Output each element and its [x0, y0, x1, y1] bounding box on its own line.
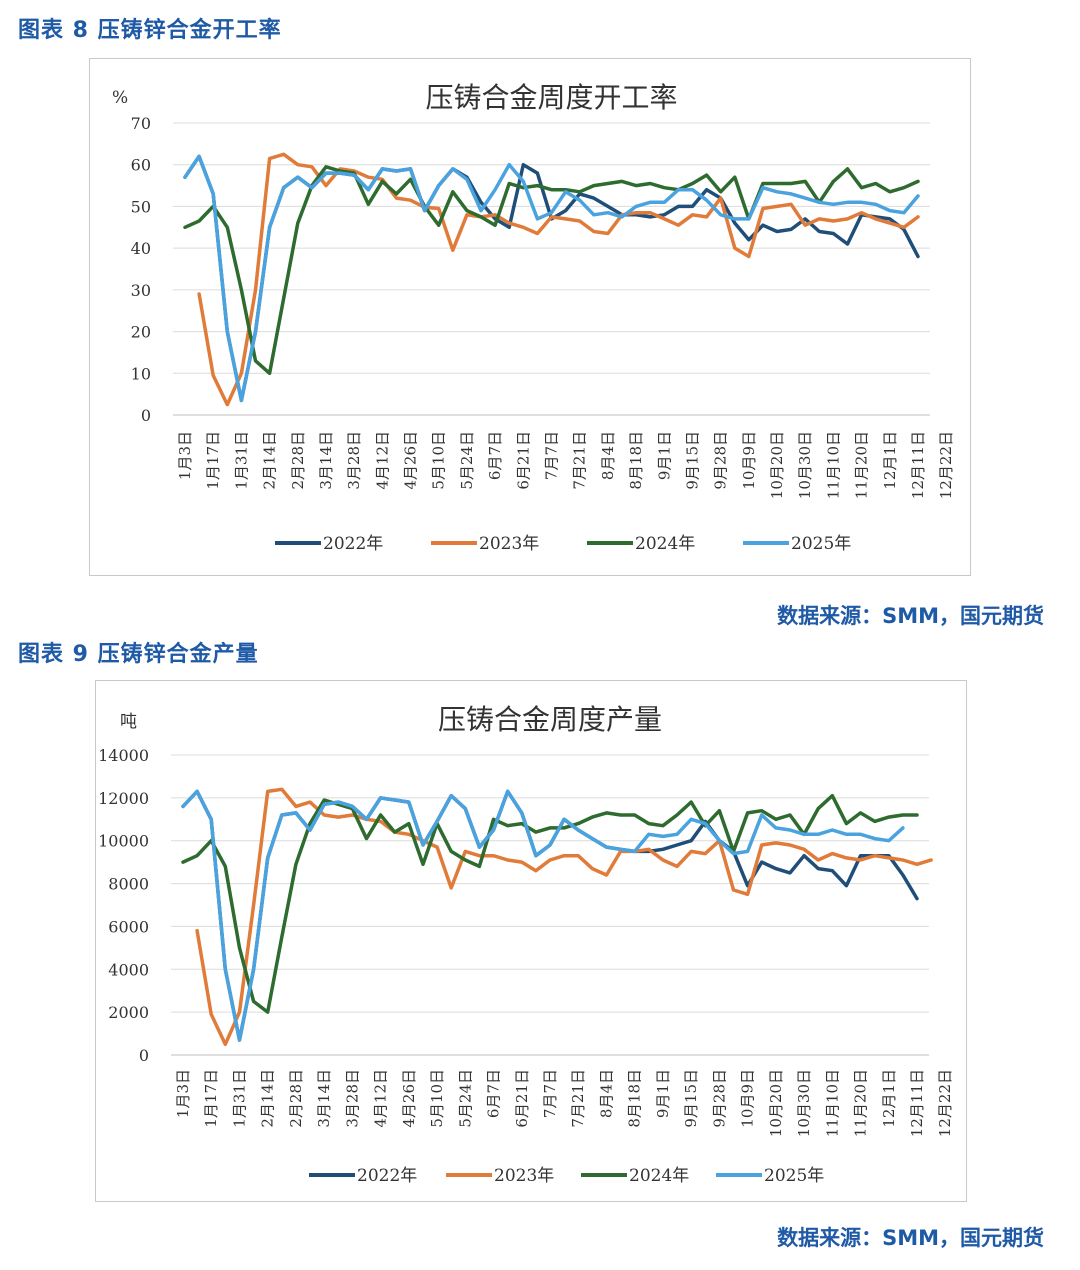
x-tick-label: 9月1日 — [655, 431, 673, 480]
x-tick-label: 10月30日 — [795, 1069, 813, 1137]
x-tick-label: 6月21日 — [514, 431, 532, 490]
x-tick-label: 4月12日 — [373, 431, 391, 490]
x-tick-label: 2月14日 — [261, 431, 279, 490]
y-tick-label: 8000 — [108, 875, 149, 894]
legend-label-2024: 2024年 — [629, 1166, 689, 1186]
x-tick-label: 4月26日 — [400, 1069, 418, 1128]
x-tick-label: 11月10日 — [824, 431, 842, 499]
y-tick-label: 10000 — [98, 832, 149, 851]
x-tick-label: 8月4日 — [597, 1069, 615, 1118]
x-tick-label: 2月28日 — [289, 431, 307, 490]
x-tick-label: 7月7日 — [543, 431, 561, 480]
y-unit-label: 吨 — [120, 712, 137, 732]
x-tick-label: 9月15日 — [683, 431, 701, 490]
x-tick-label: 7月21日 — [569, 1069, 587, 1128]
x-tick-label: 5月24日 — [458, 431, 476, 490]
legend-label-2023: 2023年 — [479, 534, 539, 554]
series-line-2022 — [183, 154, 920, 403]
figure-9-source: 数据来源：SMM，国元期货 — [777, 1226, 1044, 1250]
chart-title: 压铸合金周度产量 — [438, 703, 662, 736]
x-tick-label: 3月28日 — [343, 1069, 361, 1128]
y-tick-label: 4000 — [108, 960, 149, 979]
x-tick-label: 3月14日 — [315, 1069, 333, 1128]
x-tick-label: 10月9日 — [740, 431, 758, 490]
x-tick-label: 10月9日 — [739, 1069, 757, 1128]
x-tick-label: 9月1日 — [654, 1069, 672, 1118]
x-tick-label: 8月4日 — [599, 431, 617, 480]
y-unit-label: % — [112, 88, 128, 108]
x-tick-label: 7月21日 — [571, 431, 589, 490]
y-tick-label: 6000 — [108, 917, 149, 936]
x-tick-label: 9月28日 — [710, 1069, 728, 1128]
x-tick-label: 1月3日 — [176, 431, 194, 480]
y-tick-label: 10 — [131, 364, 151, 383]
x-tick-label: 7月7日 — [541, 1069, 559, 1118]
legend-label-2023: 2023年 — [494, 1166, 554, 1186]
x-tick-label: 1月31日 — [230, 1069, 248, 1128]
y-tick-label: 14000 — [98, 746, 149, 765]
legend-label-2022: 2022年 — [357, 1166, 417, 1186]
x-tick-label: 9月15日 — [682, 1069, 700, 1128]
x-tick-label: 1月3日 — [174, 1069, 192, 1118]
legend-label-2022: 2022年 — [323, 534, 383, 554]
x-tick-label: 3月14日 — [317, 431, 335, 490]
chart-utilization: 压铸合金周度开工率% 0 10 20 30 40 50 60 70 1月3日 1月17日 1月31日 2… — [112, 81, 955, 554]
series-line-2025 — [181, 789, 905, 1042]
x-tick-label: 5月10日 — [428, 1069, 446, 1128]
y-tick-label: 12000 — [98, 789, 149, 808]
y-tick-label: 70 — [131, 114, 151, 133]
x-tick-label: 5月24日 — [456, 1069, 474, 1128]
x-tick-label: 1月31日 — [232, 431, 250, 490]
chart-output: 压铸合金周度产量 吨 0 2000 4000 6000 8000 10000 12000 1400… — [98, 703, 954, 1186]
chart-output-box: 压铸合金周度产量 吨 0 2000 4000 6000 8000 10000 12000 1400… — [95, 680, 967, 1202]
x-tick-label: 3月28日 — [345, 431, 363, 490]
x-tick-label: 8月18日 — [627, 431, 645, 490]
x-tick-label: 12月11日 — [908, 1069, 926, 1137]
y-tick-label: 30 — [131, 281, 151, 300]
x-tick-label: 10月30日 — [796, 431, 814, 499]
x-tick-label: 5月10日 — [430, 431, 448, 490]
x-tick-label: 10月20日 — [768, 431, 786, 499]
series-line-2025 — [183, 154, 920, 403]
figure-9-label: 图表 9 压铸锌合金产量 — [18, 642, 259, 667]
x-tick-label: 12月22日 — [936, 1069, 954, 1137]
x-tick-label: 4月26日 — [402, 431, 420, 490]
y-tick-label: 0 — [141, 406, 151, 425]
y-tick-label: 0 — [139, 1046, 149, 1065]
x-tick-label: 9月28日 — [712, 431, 730, 490]
chart-utilization-box: 压铸合金周度开工率% 0 10 20 30 40 50 60 70 1月3日 1月17日 1月31日 2… — [89, 58, 971, 576]
x-tick-label: 12月22日 — [937, 431, 955, 499]
x-tick-label: 6月7日 — [486, 431, 504, 480]
x-tick-label: 11月20日 — [853, 431, 871, 499]
legend-label-2025: 2025年 — [764, 1166, 824, 1186]
x-tick-label: 4月12日 — [372, 1069, 390, 1128]
x-tick-label: 12月11日 — [909, 431, 927, 499]
series-line-2024 — [181, 793, 919, 1014]
x-tick-label: 12月1日 — [881, 431, 899, 490]
x-tick-label: 12月1日 — [880, 1069, 898, 1128]
x-tick-label: 1月17日 — [202, 1069, 220, 1128]
figure-8-source: 数据来源：SMM，国元期货 — [777, 604, 1044, 628]
series-line-2024 — [183, 165, 920, 376]
x-tick-label: 6月7日 — [485, 1069, 503, 1118]
x-tick-label: 11月10日 — [823, 1069, 841, 1137]
y-tick-label: 2000 — [108, 1003, 149, 1022]
y-tick-label: 40 — [131, 239, 151, 258]
x-tick-label: 2月28日 — [287, 1069, 305, 1128]
chart-title: 压铸合金周度开工率 — [425, 81, 677, 114]
legend-label-2025: 2025年 — [791, 534, 851, 554]
x-tick-label: 6月21日 — [513, 1069, 531, 1128]
legend-label-2024: 2024年 — [635, 534, 695, 554]
y-tick-label: 60 — [131, 156, 151, 175]
y-tick-label: 20 — [131, 323, 151, 342]
x-tick-label: 8月18日 — [626, 1069, 644, 1128]
x-tick-label: 1月17日 — [204, 431, 222, 490]
figure-8-label: 图表 8 压铸锌合金开工率 — [18, 18, 282, 43]
x-tick-label: 2月14日 — [259, 1069, 277, 1128]
x-tick-label: 11月20日 — [852, 1069, 870, 1137]
x-tick-label: 10月20日 — [767, 1069, 785, 1137]
y-tick-label: 50 — [131, 197, 151, 216]
